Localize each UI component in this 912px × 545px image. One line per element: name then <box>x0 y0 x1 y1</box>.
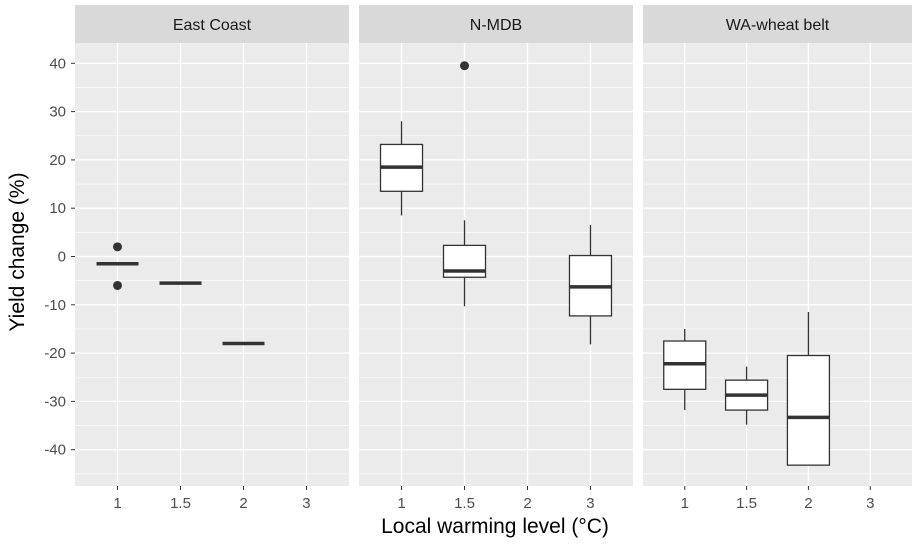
x-tick-label: 1.5 <box>454 495 475 512</box>
x-tick-label: 1 <box>397 495 405 512</box>
y-tick-label: -40 <box>44 442 66 459</box>
y-tick-label: 20 <box>49 152 66 169</box>
boxplot <box>663 328 707 411</box>
y-axis-title: Yield change (%) <box>6 172 29 331</box>
x-tick-label: 1 <box>113 495 121 512</box>
y-tick-label: 10 <box>49 200 66 217</box>
boxplot <box>724 366 769 425</box>
y-tick-label: -20 <box>44 345 66 362</box>
y-tick-label: -30 <box>44 393 66 410</box>
boxplot <box>786 312 831 466</box>
facet-strip <box>75 5 349 43</box>
facet-panel: East Coast 1 1.5 2 3 <box>75 5 349 512</box>
y-tick-label: 40 <box>49 55 66 72</box>
x-tick-label: 3 <box>302 495 310 512</box>
outlier-point <box>113 242 123 252</box>
facet-label: N-MDB <box>470 17 522 34</box>
x-tick-label: 2 <box>523 495 531 512</box>
y-tick-label: -10 <box>44 297 66 314</box>
boxplot <box>379 121 424 216</box>
facet-label: East Coast <box>173 17 252 34</box>
boxplot <box>442 61 487 307</box>
outlier-point <box>113 280 123 290</box>
panel-background <box>643 43 912 486</box>
facet-strip <box>359 5 633 43</box>
x-tick-label: 1 <box>681 495 689 512</box>
x-tick-label: 2 <box>804 495 812 512</box>
boxplot <box>96 242 139 290</box>
y-axis: 40 30 20 10 0 -10 -20 -30 -40 <box>44 55 75 459</box>
x-axis-title: Local warming level (°C) <box>381 515 609 538</box>
boxplot <box>568 225 613 345</box>
box-iqr <box>786 354 831 466</box>
y-tick-label: 30 <box>49 104 66 121</box>
x-tick-label: 1.5 <box>170 495 191 512</box>
facet-label: WA-wheat belt <box>726 17 830 34</box>
x-tick-label: 3 <box>586 495 594 512</box>
facet-panel: WA-wheat belt 1 1.5 2 3 <box>643 5 912 512</box>
x-tick-label: 2 <box>239 495 247 512</box>
outlier-point <box>460 61 470 71</box>
facet-strip <box>643 5 912 43</box>
x-tick-label: 1.5 <box>736 495 757 512</box>
y-tick-label: 0 <box>58 249 66 266</box>
x-tick-label: 3 <box>866 495 874 512</box>
facet-panel: N-MDB 1 1.5 2 3 <box>359 5 633 512</box>
